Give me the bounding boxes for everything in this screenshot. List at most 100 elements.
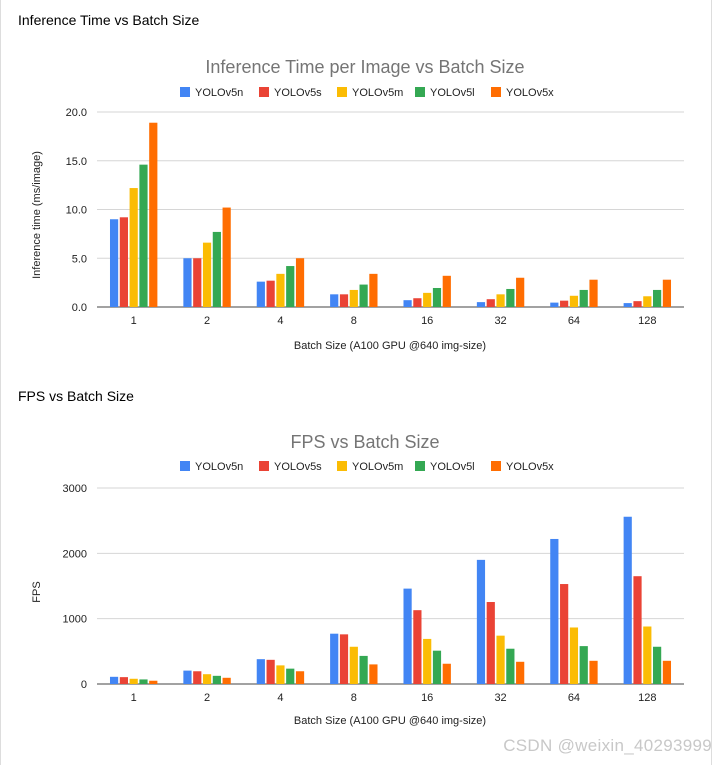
fps-bar-yolov5s-batch-32 bbox=[486, 602, 495, 684]
inference-y-axis-label: Inference time (ms/image) bbox=[31, 151, 43, 279]
fps-bar-yolov5m-batch-2 bbox=[202, 674, 212, 684]
inference-legend-swatch-yolov5l bbox=[415, 87, 425, 97]
fps-legend-swatch-yolov5l bbox=[415, 461, 425, 471]
fps-bar-yolov5s-batch-2 bbox=[193, 671, 202, 684]
fps-legend-label-yolov5s: YOLOv5s bbox=[274, 461, 322, 473]
inference-legend-label-yolov5n: YOLOv5n bbox=[195, 87, 243, 99]
fps-bar-yolov5x-batch-32 bbox=[516, 661, 525, 684]
inference-section-heading: Inference Time vs Batch Size bbox=[18, 12, 200, 28]
inference-x-tick-label: 1 bbox=[131, 315, 137, 327]
fps-x-tick-label: 64 bbox=[568, 692, 580, 704]
inference-legend-label-yolov5m: YOLOv5m bbox=[352, 87, 403, 99]
fps-bar-yolov5s-batch-16 bbox=[413, 610, 422, 684]
fps-bar-yolov5l-batch-4 bbox=[286, 668, 295, 684]
inference-x-tick-label: 8 bbox=[351, 315, 357, 327]
inference-x-axis-label: Batch Size (A100 GPU @640 img-size) bbox=[294, 340, 486, 352]
fps-x-tick-label: 1 bbox=[131, 692, 137, 704]
inference-bar-yolov5l-batch-1 bbox=[139, 164, 148, 307]
fps-bar-yolov5m-batch-64 bbox=[569, 627, 579, 684]
inference-bar-yolov5s-batch-32 bbox=[486, 299, 495, 307]
fps-y-axis-label: FPS bbox=[31, 581, 43, 602]
inference-bar-yolov5m-batch-8 bbox=[349, 289, 358, 307]
fps-chart-title: FPS vs Batch Size bbox=[290, 432, 439, 452]
fps-bar-yolov5l-batch-16 bbox=[432, 650, 442, 684]
fps-legend-swatch-yolov5n bbox=[180, 461, 190, 471]
fps-bar-yolov5n-batch-2 bbox=[183, 670, 192, 684]
inference-y-tick-label: 5.0 bbox=[72, 253, 87, 265]
inference-bar-yolov5m-batch-1 bbox=[129, 188, 138, 307]
fps-bar-yolov5s-batch-4 bbox=[266, 659, 275, 684]
fps-x-tick-label: 32 bbox=[494, 692, 506, 704]
inference-bar-yolov5x-batch-4 bbox=[295, 258, 305, 307]
inference-bar-yolov5l-batch-2 bbox=[212, 231, 221, 307]
inference-bar-yolov5n-batch-2 bbox=[183, 258, 192, 307]
inference-bar-yolov5s-batch-1 bbox=[119, 217, 128, 307]
inference-bar-yolov5x-batch-8 bbox=[369, 273, 378, 307]
inference-y-tick-label: 0.0 bbox=[72, 302, 87, 314]
fps-y-tick-label: 3000 bbox=[63, 483, 87, 495]
fps-bar-yolov5x-batch-1 bbox=[149, 680, 158, 684]
inference-bar-yolov5s-batch-16 bbox=[413, 298, 422, 307]
inference-bar-yolov5l-batch-8 bbox=[359, 284, 368, 307]
fps-bar-yolov5s-batch-128 bbox=[633, 576, 642, 684]
inference-legend-swatch-yolov5s bbox=[259, 87, 269, 97]
fps-bar-yolov5l-batch-1 bbox=[139, 679, 148, 684]
fps-bar-yolov5x-batch-8 bbox=[369, 664, 378, 684]
inference-bar-yolov5l-batch-32 bbox=[506, 288, 515, 307]
fps-bar-yolov5n-batch-64 bbox=[550, 538, 559, 684]
inference-bar-yolov5n-batch-8 bbox=[330, 294, 339, 307]
inference-x-tick-label: 128 bbox=[638, 315, 656, 327]
inference-bar-yolov5l-batch-128 bbox=[653, 289, 662, 307]
fps-x-axis-label: Batch Size (A100 GPU @640 img-size) bbox=[294, 715, 486, 727]
fps-bar-yolov5l-batch-2 bbox=[212, 675, 221, 684]
inference-legend-label-yolov5s: YOLOv5s bbox=[274, 87, 322, 99]
inference-bar-yolov5m-batch-4 bbox=[276, 273, 285, 307]
fps-bar-yolov5m-batch-1 bbox=[129, 678, 138, 684]
fps-bar-yolov5m-batch-8 bbox=[349, 646, 358, 684]
inference-bar-yolov5x-batch-1 bbox=[149, 122, 158, 307]
inference-bar-yolov5x-batch-32 bbox=[516, 277, 525, 307]
fps-bar-yolov5n-batch-4 bbox=[256, 659, 265, 684]
inference-bar-yolov5n-batch-4 bbox=[256, 281, 265, 307]
fps-bar-yolov5l-batch-8 bbox=[359, 655, 368, 684]
inference-legend-label-yolov5l: YOLOv5l bbox=[430, 87, 475, 99]
csdn-watermark: CSDN @weixin_40293999 bbox=[503, 736, 712, 755]
inference-bar-yolov5x-batch-2 bbox=[222, 207, 231, 307]
inference-bar-yolov5n-batch-64 bbox=[550, 302, 559, 307]
inference-bar-yolov5s-batch-2 bbox=[193, 258, 202, 307]
inference-y-tick-label: 10.0 bbox=[66, 205, 87, 217]
inference-bar-yolov5x-batch-128 bbox=[662, 279, 672, 307]
inference-bar-yolov5x-batch-64 bbox=[589, 279, 598, 307]
fps-x-tick-label: 2 bbox=[204, 692, 210, 704]
inference-bar-yolov5s-batch-128 bbox=[633, 301, 642, 307]
fps-legend-label-yolov5m: YOLOv5m bbox=[352, 461, 403, 473]
inference-legend-swatch-yolov5x bbox=[491, 87, 501, 97]
fps-bar-yolov5x-batch-16 bbox=[442, 663, 451, 684]
inference-legend-label-yolov5x: YOLOv5x bbox=[506, 87, 554, 99]
fps-bar-yolov5n-batch-16 bbox=[403, 588, 412, 684]
inference-y-tick-label: 20.0 bbox=[66, 107, 87, 119]
inference-x-tick-label: 2 bbox=[204, 315, 210, 327]
fps-bar-yolov5m-batch-16 bbox=[423, 638, 432, 684]
inference-chart-title: Inference Time per Image vs Batch Size bbox=[205, 57, 524, 77]
inference-bar-yolov5n-batch-128 bbox=[623, 303, 632, 307]
fps-bar-yolov5x-batch-2 bbox=[222, 677, 231, 684]
inference-x-tick-label: 16 bbox=[421, 315, 433, 327]
inference-bar-yolov5m-batch-2 bbox=[202, 242, 212, 307]
inference-bar-yolov5s-batch-4 bbox=[266, 280, 275, 307]
fps-bar-yolov5n-batch-1 bbox=[109, 676, 119, 684]
inference-bar-yolov5l-batch-16 bbox=[432, 287, 442, 307]
inference-legend-swatch-yolov5n bbox=[180, 87, 190, 97]
fps-y-tick-label: 2000 bbox=[63, 548, 87, 560]
fps-y-tick-label: 1000 bbox=[63, 614, 87, 626]
fps-bar-yolov5l-batch-64 bbox=[579, 646, 588, 684]
fps-bar-yolov5n-batch-128 bbox=[623, 516, 632, 684]
inference-bar-yolov5m-batch-64 bbox=[569, 295, 579, 307]
fps-bar-yolov5s-batch-8 bbox=[339, 634, 349, 684]
fps-legend-swatch-yolov5s bbox=[259, 461, 269, 471]
inference-legend-swatch-yolov5m bbox=[337, 87, 347, 97]
fps-bar-yolov5s-batch-1 bbox=[119, 677, 128, 684]
fps-x-tick-label: 128 bbox=[638, 692, 656, 704]
inference-bar-yolov5l-batch-4 bbox=[286, 266, 295, 307]
fps-legend-label-yolov5x: YOLOv5x bbox=[506, 461, 554, 473]
